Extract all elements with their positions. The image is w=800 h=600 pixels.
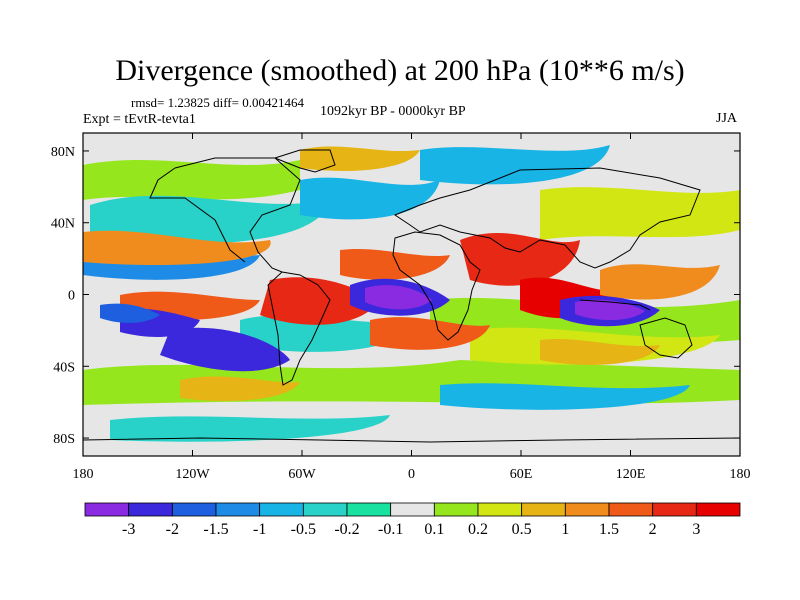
x-tick-label: 180 (73, 467, 94, 482)
map-field (83, 133, 740, 456)
colorbar-label: 0.2 (468, 521, 488, 538)
colorbar-swatch (608, 502, 654, 517)
colorbar: -3 -2 -1.5 -1 -0.5 -0.2 -0.1 0.1 0.2 0.5 1 1.5 2 3 (84, 502, 741, 538)
colorbar-label: 1 (561, 521, 569, 538)
y-tick-label: 80S (53, 432, 75, 447)
map-title: Divergence (smoothed) at 200 hPa (10**6 … (115, 54, 685, 87)
colorbar-swatch (215, 502, 261, 517)
colorbar-swatch (521, 502, 566, 517)
colorbar-swatch (302, 502, 348, 517)
axis-ticks: 180 120W 60W 0 60E 120E 180 80N 40N 0 40S 80S (51, 133, 751, 482)
y-tick-label: 80N (51, 145, 75, 160)
colorbar-label: -3 (122, 521, 135, 538)
colorbar-label: -1.5 (203, 521, 228, 538)
colorbar-label: 3 (692, 521, 700, 538)
colorbar-label: -0.2 (334, 521, 359, 538)
y-tick-label: 40S (53, 360, 75, 375)
coastlines (83, 149, 740, 443)
colorbar-swatch (128, 502, 173, 517)
colorbar-swatch (171, 502, 217, 517)
x-tick-label: 60E (510, 467, 533, 482)
colorbar-swatch (652, 502, 697, 517)
colorbar-label: 0.5 (512, 521, 532, 538)
experiment-label: Expt = tEvtR-tevta1 (83, 112, 196, 127)
colorbar-swatch (259, 502, 304, 517)
y-tick-label: 40N (51, 217, 75, 232)
stats-text: rmsd= 1.23825 diff= 0.00421464 (131, 95, 304, 110)
x-tick-label: 120W (175, 467, 210, 482)
colorbar-label: -0.1 (378, 521, 403, 538)
colorbar-swatch (564, 502, 610, 517)
colorbar-swatch (390, 502, 435, 517)
colorbar-label: 1.5 (599, 521, 619, 538)
colorbar-label: -1 (253, 521, 266, 538)
colorbar-swatch (84, 502, 130, 517)
colorbar-swatch (433, 502, 479, 517)
x-tick-label: 60W (288, 467, 316, 482)
colorbar-swatch (346, 502, 392, 517)
colorbar-label: -0.5 (291, 521, 316, 538)
x-tick-label: 180 (730, 467, 751, 482)
x-tick-label: 0 (408, 467, 415, 482)
x-tick-label: 120E (616, 467, 646, 482)
y-tick-label: 0 (68, 289, 75, 304)
colorbar-swatch (695, 502, 741, 517)
colorbar-label: -2 (166, 521, 179, 538)
colorbar-label: 2 (649, 521, 657, 538)
colorbar-swatch (477, 502, 523, 517)
period-label: 1092kyr BP - 0000kyr BP (320, 104, 466, 119)
season-label: JJA (716, 111, 738, 126)
colorbar-label: 0.1 (424, 521, 444, 538)
